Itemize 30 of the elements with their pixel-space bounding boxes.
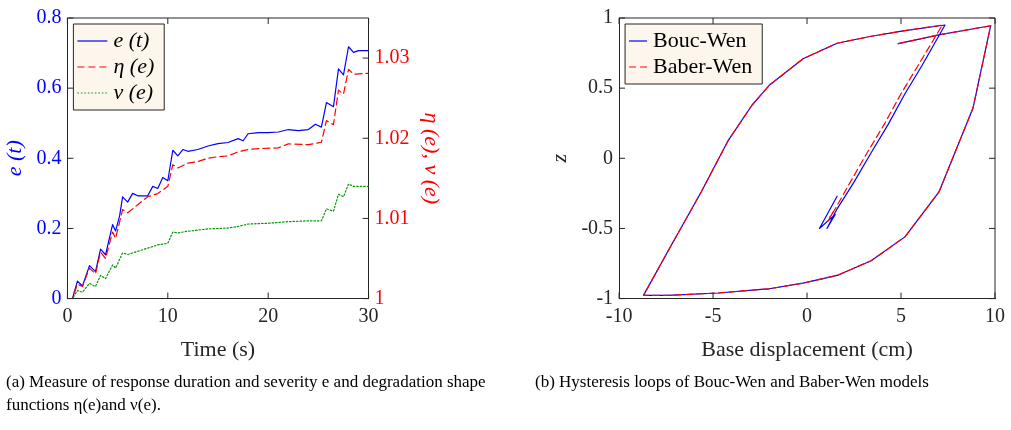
text: (b) Hysteresis loops of Bouc-Wen and Baber-Wen models xyxy=(535,371,930,393)
legend-label: ν (e) xyxy=(113,78,154,104)
y2-tick-label: 1.03 xyxy=(374,45,410,68)
x-tick-label: 0 xyxy=(802,303,813,326)
legend-label: Bouc-Wen xyxy=(653,26,747,52)
legend-label: η (e) xyxy=(113,52,155,78)
y-axis-title: z xyxy=(545,153,571,164)
y-tick-label: 0 xyxy=(51,285,62,308)
x-tick-label: 10 xyxy=(157,303,178,326)
text: (a) Measure of response duration and severity e and degradation shape functions η(e)and ν(e). xyxy=(6,371,487,416)
legend-label: e (t) xyxy=(113,26,150,52)
x-tick-label: 5 xyxy=(896,303,907,326)
y-tick-label: 0.5 xyxy=(588,75,614,98)
y2-tick-label: 1.01 xyxy=(374,205,410,228)
x-axis-title: Time (s) xyxy=(180,335,256,361)
y-tick-label: 0.8 xyxy=(36,5,62,28)
y2-axis-title: η (e), ν (e) xyxy=(420,112,446,205)
y-tick-label: -0.5 xyxy=(581,215,614,238)
x-tick-label: -5 xyxy=(704,303,722,326)
x-tick-label: 20 xyxy=(258,303,279,326)
y-tick-label: 0.6 xyxy=(36,75,62,98)
y-tick-label: 1 xyxy=(603,5,614,28)
y2-tick-label: 1.02 xyxy=(374,125,410,148)
x-tick-label: 10 xyxy=(985,303,1005,326)
y-tick-label: 0.2 xyxy=(36,215,62,238)
y-tick-label: 0.4 xyxy=(36,145,62,168)
x-axis-title: Base displacement (cm) xyxy=(701,335,913,361)
legend-label: Baber-Wen xyxy=(653,52,753,78)
y-axis-title: e (t) xyxy=(0,140,26,177)
y-tick-label: 0 xyxy=(603,145,614,168)
